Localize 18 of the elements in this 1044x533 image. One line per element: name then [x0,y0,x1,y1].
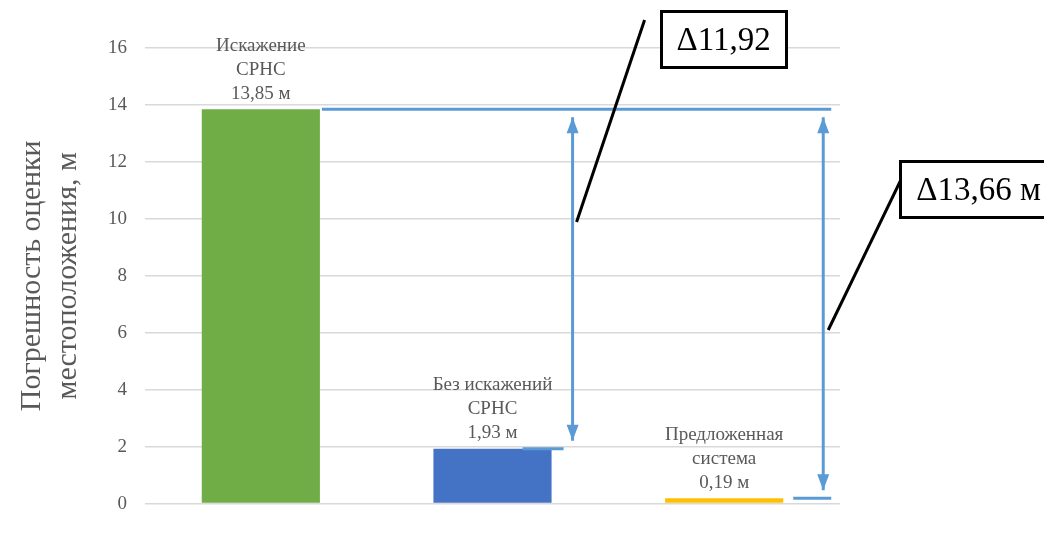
y-tick-label: 0 [117,491,127,513]
bar [201,109,320,503]
data-label: Без искажений СРНС 1,93 м [432,373,553,443]
y-tick-label: 2 [117,434,127,456]
y-tick-label: 14 [108,92,128,114]
text: Δ13,66 м [899,160,1044,219]
bar [665,498,784,503]
y-axis-title: Погрешность оценки местоположения, м [12,140,82,412]
annotation: Δ11,92 [659,10,788,69]
y-tick-label: 8 [117,263,127,285]
y-tick-label: 16 [108,35,127,57]
data-label: Искажение СРНС 13,85 м [216,33,306,103]
data-label: Предложенная система 0,19 м [664,422,784,492]
y-tick-label: 4 [117,377,128,399]
y-tick-label: 10 [108,206,127,228]
y-tick-label: 12 [108,149,127,171]
bar [433,448,552,503]
y-tick-label: 6 [117,320,127,342]
